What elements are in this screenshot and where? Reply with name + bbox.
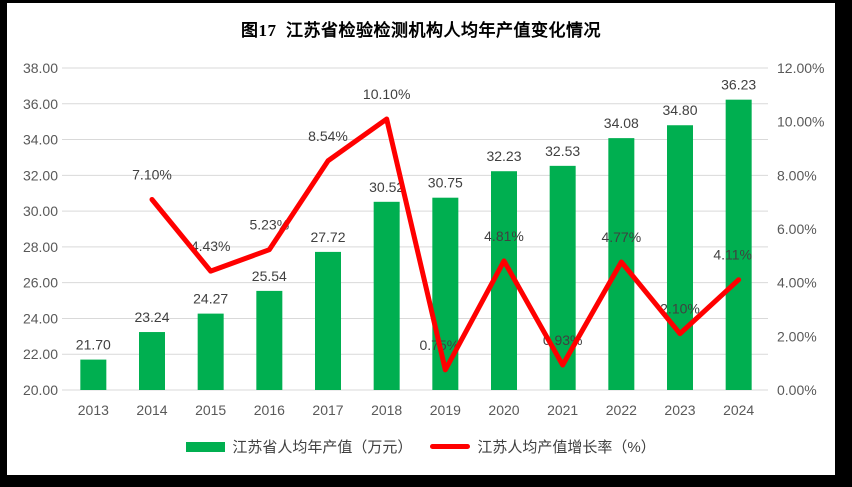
bar-value-label: 23.24 — [134, 309, 169, 325]
y-right-tick-label: 12.00% — [777, 60, 824, 76]
x-tick-label: 2022 — [606, 402, 637, 418]
bar-2013 — [80, 359, 107, 390]
line-series-swatch — [430, 444, 471, 449]
y-right-tick-label: 10.00% — [777, 114, 824, 130]
y-left-tick-label: 30.00 — [23, 203, 58, 219]
bar-value-label: 36.23 — [721, 77, 756, 93]
x-tick-label: 2018 — [371, 402, 402, 418]
bar-2016 — [256, 290, 283, 390]
bar-value-label: 27.72 — [310, 229, 345, 245]
y-right-tick-label: 0.00% — [777, 382, 817, 398]
chart-title: 图17 江苏省检验检测机构人均年产值变化情况 — [241, 21, 601, 40]
line-value-label: 5.23% — [249, 217, 289, 233]
y-left-tick-label: 28.00 — [23, 239, 58, 255]
bar-value-label: 30.52 — [369, 179, 404, 195]
bar-series-label: 江苏省人均年产值（万元） — [232, 439, 413, 456]
bar-value-label: 30.75 — [428, 175, 463, 191]
bar-value-label: 24.27 — [193, 291, 228, 307]
x-tick-label: 2024 — [723, 402, 754, 418]
bar-2018 — [373, 201, 400, 390]
bar-2014 — [139, 332, 165, 390]
y-right-tick-label: 2.00% — [777, 328, 817, 344]
x-tick-label: 2017 — [312, 402, 343, 418]
x-tick-label: 2016 — [254, 402, 285, 418]
bar-value-label: 32.53 — [545, 143, 580, 159]
line-value-label: 2.10% — [660, 301, 700, 317]
bar-2015 — [197, 313, 224, 390]
x-tick-label: 2014 — [136, 402, 167, 418]
bar-2023 — [667, 125, 693, 390]
bar-value-label: 34.08 — [604, 115, 639, 131]
line-series-label: 江苏人均产值增长率（%） — [477, 439, 656, 456]
y-left-tick-label: 38.00 — [23, 60, 58, 76]
y-right-tick-label: 8.00% — [777, 167, 817, 183]
y-left-tick-label: 24.00 — [23, 310, 58, 326]
chart-panel: 图17 江苏省检验检测机构人均年产值变化情况 38.00 36.00 34.00 32… — [7, 3, 835, 475]
bar-value-label: 21.70 — [76, 337, 111, 353]
line-value-label: 4.43% — [191, 238, 231, 254]
line-value-label: 8.54% — [308, 128, 348, 144]
x-tick-label: 2020 — [488, 402, 519, 418]
y-right-tick-label: 4.00% — [777, 275, 817, 291]
line-value-label: 7.10% — [132, 166, 172, 182]
y-left-tick-label: 36.00 — [23, 96, 58, 112]
bar-2017 — [315, 251, 341, 390]
y-right-tick-label: 6.00% — [777, 221, 817, 237]
legend-item-line-series: 江苏人均产值增长率（%） — [430, 436, 656, 457]
growth-rate-line — [149, 116, 742, 373]
bar-series-swatch — [186, 441, 226, 452]
y-left-tick-label: 34.00 — [23, 132, 58, 148]
legend-item-bar-series: 江苏省人均年产值（万元） — [186, 436, 412, 457]
bar-2021 — [549, 165, 576, 390]
x-tick-label: 2013 — [78, 402, 109, 418]
x-tick-label: 2021 — [547, 402, 578, 418]
bar-value-label: 25.54 — [252, 268, 287, 284]
chart-legend: 江苏省人均年产值（万元） 江苏人均产值增长率（%） — [7, 436, 835, 457]
line-value-label: 4.81% — [484, 228, 524, 244]
line-value-label: 4.11% — [713, 247, 752, 263]
line-value-label: 4.77% — [601, 229, 641, 245]
bar-value-label: 32.23 — [486, 148, 521, 164]
y-left-tick-label: 22.00 — [23, 346, 58, 362]
line-value-label: 10.10% — [363, 86, 410, 102]
y-left-tick-label: 26.00 — [23, 275, 58, 291]
bar-2024 — [725, 99, 752, 390]
y-left-tick-label: 32.00 — [23, 167, 58, 183]
x-tick-label: 2015 — [195, 402, 226, 418]
x-tick-label: 2019 — [430, 402, 461, 418]
bar-value-label: 34.80 — [662, 102, 697, 118]
x-tick-label: 2023 — [664, 402, 695, 418]
y-left-tick-label: 20.00 — [23, 382, 58, 398]
